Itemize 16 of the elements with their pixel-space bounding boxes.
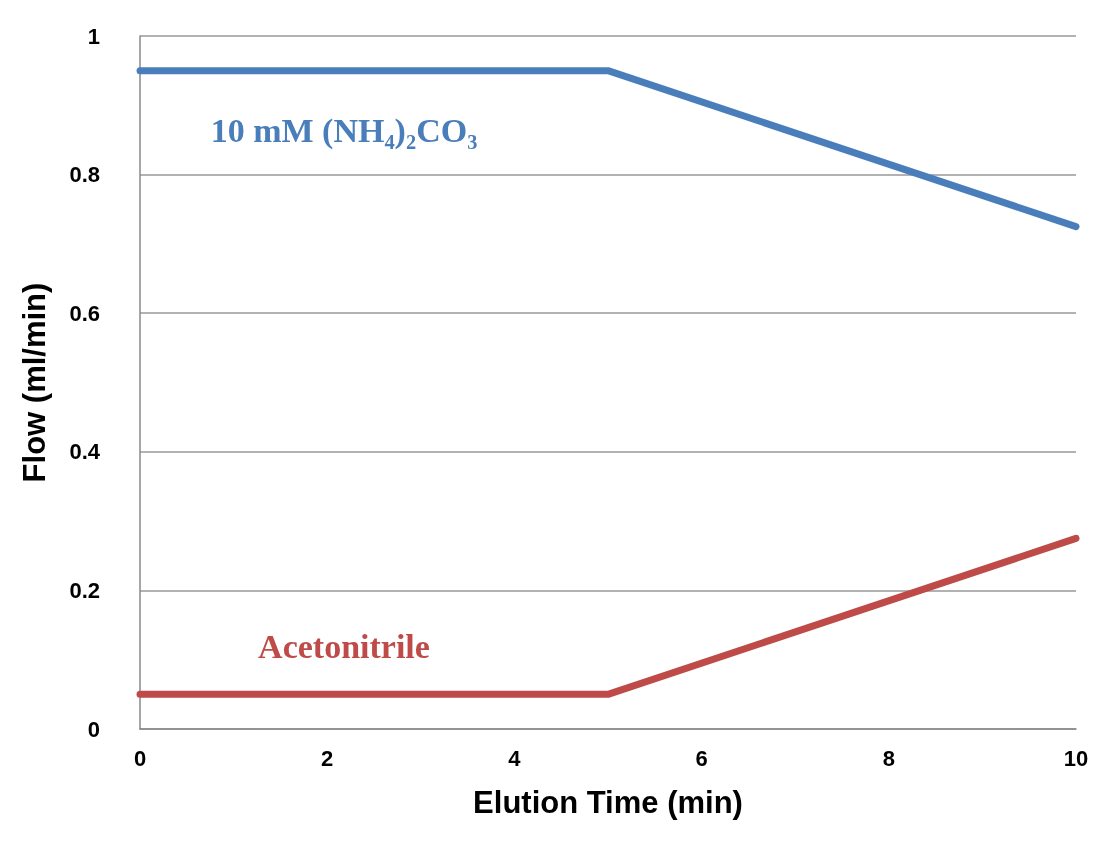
series-label: Acetonitrile (258, 627, 430, 665)
x-tick-label: 6 (695, 745, 708, 771)
y-tick-label: 0.2 (69, 577, 100, 603)
x-axis-title: Elution Time (min) (473, 785, 743, 820)
x-tick-label: 10 (1063, 745, 1089, 771)
y-tick-label: 0 (87, 716, 100, 742)
y-tick-label: 0.8 (69, 162, 100, 188)
y-tick-label: 1 (87, 23, 100, 49)
y-axis-title: Flow (ml/min) (17, 282, 52, 483)
x-tick-label: 2 (321, 745, 334, 771)
series-label: 10 mM (NH₄)₂CO₃ (210, 112, 478, 151)
x-tick-label: 4 (508, 745, 522, 771)
x-tick-label: 8 (882, 745, 895, 771)
x-tick-label: 0 (133, 745, 147, 771)
y-tick-label: 0.4 (69, 439, 101, 465)
y-tick-label: 0.6 (69, 300, 100, 326)
